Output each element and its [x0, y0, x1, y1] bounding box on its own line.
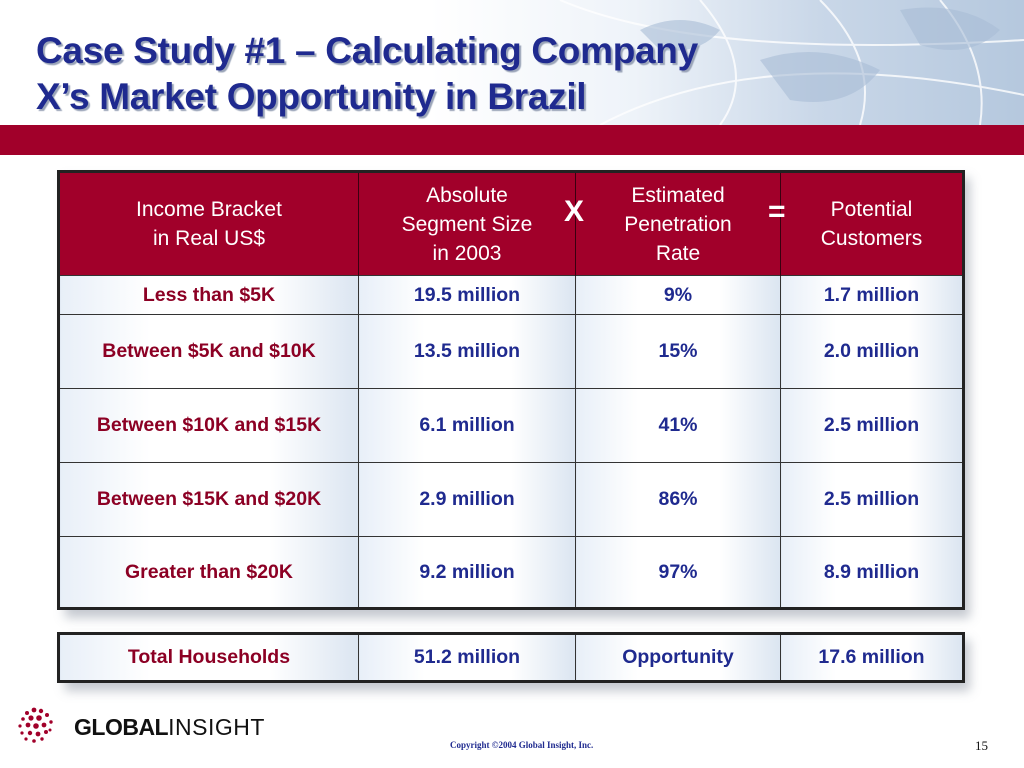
header-line: in Real US$ [152, 227, 266, 250]
segment-size-cell: 6.1 million [358, 388, 576, 463]
total-households-value: 51.2 million [358, 633, 576, 682]
income-bracket-cell: Between $15K and $20K [58, 462, 359, 537]
penetration-rate-cell: 15% [575, 314, 781, 389]
penetration-rate-cell: 9% [575, 275, 781, 315]
potential-customers-cell: 8.9 million [780, 536, 964, 609]
segment-size-cell: 13.5 million [358, 314, 576, 389]
copyright-text: Copyright ©2004 Global Insight, Inc. [450, 740, 594, 750]
header-band [0, 125, 1024, 155]
table-row: Greater than $20K 9.2 million 97% 8.9 mi… [58, 536, 964, 609]
header-line: Potential [830, 198, 913, 221]
income-bracket-cell: Less than $5K [58, 275, 359, 315]
header-penetration-rate: X Estimated Penetration Rate [564, 171, 781, 276]
equals-operator: = [768, 195, 786, 228]
total-households-label: Total Households [58, 633, 359, 682]
potential-customers-cell: 2.5 million [780, 462, 964, 537]
table-row: Between $15K and $20K 2.9 million 86% 2.… [58, 462, 964, 537]
header-line: Income Bracket [136, 198, 282, 221]
header-line: Customers [820, 227, 923, 250]
totals-row: Total Households 51.2 million Opportunit… [58, 633, 964, 682]
header-line: Penetration [624, 212, 732, 236]
header-potential-customers: = Potential Customers [768, 171, 964, 276]
globe-background-graphic [559, 0, 1024, 125]
logo-bold-text: GLOBAL [74, 714, 169, 740]
penetration-rate-cell: 86% [575, 462, 781, 537]
potential-customers-cell: 2.0 million [780, 314, 964, 389]
header-line: Segment Size [401, 212, 533, 236]
potential-customers-cell: 2.5 million [780, 388, 964, 463]
income-bracket-cell: Greater than $20K [58, 536, 359, 609]
income-bracket-cell: Between $10K and $15K [58, 388, 359, 463]
potential-customers-cell: 1.7 million [780, 275, 964, 315]
logo-light-text: INSIGHT [168, 714, 265, 740]
penetration-rate-cell: 41% [575, 388, 781, 463]
page-number: 15 [975, 738, 988, 753]
market-table-container: Income Bracket in Real US$ Absolute Segm… [57, 170, 965, 610]
table-row: Less than $5K 19.5 million 9% 1.7 millio… [58, 275, 964, 315]
penetration-rate-cell: 97% [575, 536, 781, 609]
header-line: Estimated [631, 183, 725, 207]
segment-size-cell: 9.2 million [358, 536, 576, 609]
header-segment-size: Absolute Segment Size in 2003 [358, 171, 576, 276]
table-header-row: Income Bracket in Real US$ Absolute Segm… [58, 171, 964, 276]
segment-size-cell: 19.5 million [358, 275, 576, 315]
totals-table: Total Households 51.2 million Opportunit… [57, 632, 965, 683]
header-income-bracket: Income Bracket in Real US$ [58, 171, 359, 276]
opportunity-value: 17.6 million [780, 633, 964, 682]
title-line-1: Case Study #1 – Calculating Company [36, 30, 698, 71]
title-line-2: X’s Market Opportunity in Brazil [36, 76, 587, 117]
header-line: in 2003 [432, 241, 502, 265]
multiply-operator: X [564, 195, 585, 228]
opportunity-label: Opportunity [575, 633, 781, 682]
header-line: Absolute [426, 183, 508, 207]
market-opportunity-table: Income Bracket in Real US$ Absolute Segm… [57, 170, 965, 610]
totals-table-container: Total Households 51.2 million Opportunit… [57, 632, 965, 683]
slide-title: Case Study #1 – Calculating Company X’s … [36, 28, 698, 120]
income-bracket-cell: Between $5K and $10K [58, 314, 359, 389]
logo-wordmark: GLOBALINSIGHT [74, 714, 265, 741]
globe-dots-icon [18, 707, 53, 743]
table-row: Between $5K and $10K 13.5 million 15% 2.… [58, 314, 964, 389]
global-insight-logo: GLOBALINSIGHT [14, 704, 264, 748]
table-row: Between $10K and $15K 6.1 million 41% 2.… [58, 388, 964, 463]
header-line: Rate [655, 241, 701, 265]
segment-size-cell: 2.9 million [358, 462, 576, 537]
